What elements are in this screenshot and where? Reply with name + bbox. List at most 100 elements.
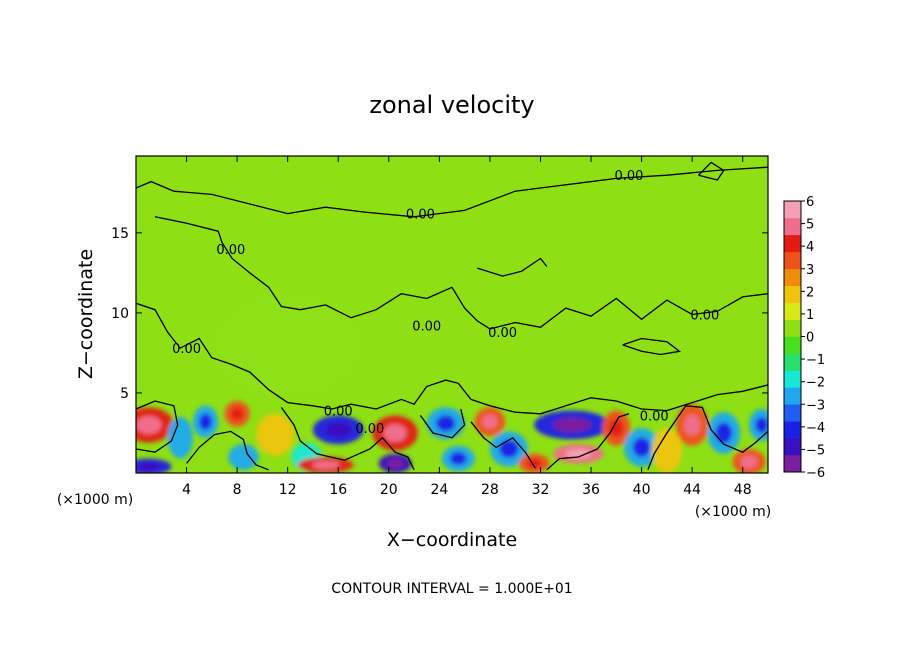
colorbar-swatch [784, 302, 801, 320]
y-tick-label: 5 [120, 386, 129, 402]
colorbar-label: 6 [806, 195, 814, 210]
anomaly-core [499, 440, 519, 458]
zero-contour [419, 408, 466, 439]
colorbar-swatch [784, 421, 801, 439]
y-axis-label: Z−coordinate [75, 249, 97, 379]
zero-contour [470, 421, 536, 469]
anomaly-blob [211, 288, 364, 401]
colorbar-label: 3 [806, 263, 814, 278]
x-tick-label: 32 [532, 482, 550, 498]
anomaly-core [755, 416, 768, 433]
colorbar-swatch [784, 438, 801, 456]
contour-interval-note: CONTOUR INTERVAL = 1.000E+01 [331, 581, 572, 597]
velocity-field [136, 156, 768, 473]
anomaly-core [325, 422, 351, 437]
contour-label: 0.00 [355, 422, 384, 437]
anomaly-blob [256, 413, 294, 456]
y-tick-label: 15 [111, 226, 129, 242]
x-tick-label: 44 [683, 482, 701, 498]
zero-contour [622, 337, 682, 356]
anomaly-core [311, 460, 340, 469]
zero-contour [136, 302, 768, 415]
contour-label: 0.00 [640, 409, 669, 424]
x-axis-label: X−coordinate [387, 529, 517, 551]
colorbar-swatch [784, 217, 801, 236]
contour-label: 0.00 [172, 342, 201, 357]
colorbar-swatch [784, 201, 801, 219]
colorbar-swatch [784, 319, 801, 337]
colorbar-label: −2 [806, 376, 825, 391]
zero-contour [477, 257, 548, 277]
x-unit-left: (×1000 m) [57, 492, 133, 508]
x-tick-label: 24 [430, 482, 448, 498]
colorbar-label: −3 [806, 398, 825, 413]
anomaly-core [632, 437, 651, 457]
anomaly-core [136, 416, 162, 434]
contour-label: 0.00 [614, 169, 643, 184]
contour-labels: 0.000.000.000.000.00 0.000.000.000.000.00 [172, 169, 719, 437]
anomaly-blob [228, 444, 259, 470]
anomaly-core [137, 462, 161, 471]
anomaly-core [715, 422, 732, 444]
zero-contour [186, 430, 269, 471]
zero-contour [154, 216, 768, 330]
zero-contour [280, 407, 415, 471]
anomaly-core [450, 452, 467, 465]
anomaly-core [740, 455, 758, 469]
contour-label: 0.00 [690, 309, 719, 324]
anomaly-core [230, 407, 244, 421]
colorbar-label: −5 [806, 443, 825, 458]
zero-contour [136, 166, 768, 218]
anomaly-blob [167, 416, 193, 459]
anomaly-blob [651, 428, 683, 473]
colorbar-label: 4 [806, 240, 814, 255]
colorbar-swatch [784, 455, 801, 473]
colorbar-swatch [784, 387, 801, 405]
contour-label: 0.00 [488, 326, 517, 341]
colorbar-swatch [784, 370, 801, 388]
colorbar-swatch [784, 336, 801, 354]
contour-label: 0.00 [324, 405, 353, 420]
anomaly-core [553, 417, 592, 433]
x-tick-label: 40 [633, 482, 651, 498]
anomaly-core [386, 458, 404, 469]
y-axis: 5 10 15 [111, 226, 768, 402]
anomaly-core [683, 414, 701, 436]
zero-contour [698, 161, 725, 181]
colorbar-label: 5 [806, 218, 814, 233]
colorbar-label: 2 [806, 285, 814, 300]
colorbar-swatch [784, 404, 801, 422]
zero-contour [136, 400, 179, 453]
x-tick-label: 16 [329, 482, 347, 498]
x-tick-label: 48 [734, 482, 752, 498]
colorbar-label: 0 [806, 331, 814, 346]
contour-label: 0.00 [406, 208, 435, 223]
contour-lines [136, 161, 768, 471]
chart-title: zonal velocity [369, 91, 534, 119]
zero-contour [647, 405, 768, 471]
anomaly-core [565, 448, 592, 459]
contour-label: 0.00 [216, 243, 245, 258]
x-tick-label: 4 [182, 482, 191, 498]
anomaly-core [436, 415, 456, 432]
x-axis: 4 8 12 16 20 24 28 32 36 40 44 48 [182, 156, 752, 498]
colorbar-swatch [784, 353, 801, 371]
plot-frame [135, 155, 769, 474]
anomaly-core [383, 424, 407, 442]
y-tick-label: 10 [111, 306, 129, 322]
contour-label: 0.00 [412, 320, 441, 335]
x-unit-right: (×1000 m) [695, 504, 771, 520]
x-tick-label: 12 [279, 482, 297, 498]
field-anomalies [136, 288, 768, 473]
x-tick-label: 20 [380, 482, 398, 498]
anomaly-core [609, 419, 624, 437]
colorbar-swatch [784, 268, 801, 286]
x-tick-label: 8 [233, 482, 242, 498]
colorbar-label: −1 [806, 353, 825, 368]
colorbar-label: −4 [806, 421, 825, 436]
colorbar-label: −6 [806, 466, 825, 481]
x-tick-label: 28 [481, 482, 499, 498]
colorbar-swatch [784, 285, 801, 303]
colorbar-swatch [784, 234, 801, 253]
